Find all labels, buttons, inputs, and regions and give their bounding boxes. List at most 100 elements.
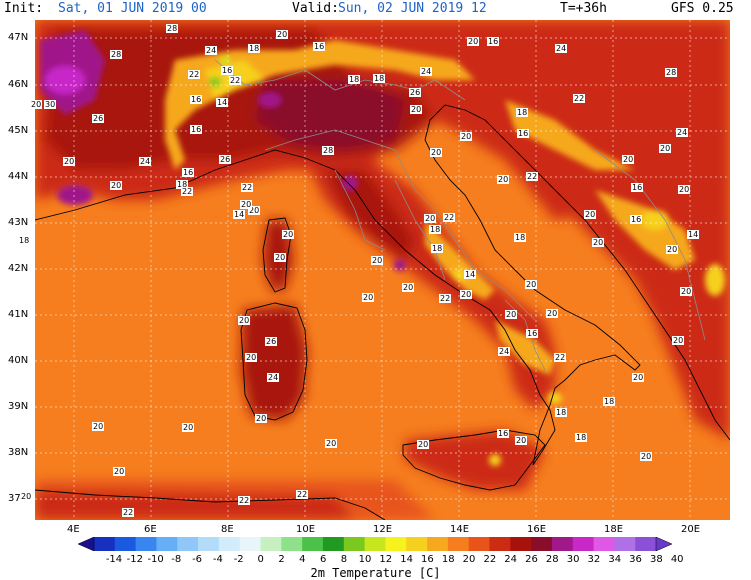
legend-tick-label: 20 bbox=[462, 554, 476, 565]
lon-label-4e: 4E bbox=[67, 524, 80, 535]
legend-tick-label: 38 bbox=[650, 554, 663, 565]
legend-tick-label: -2 bbox=[233, 554, 244, 565]
valid-label: Valid: bbox=[292, 1, 339, 16]
temperature-value-label: 20 bbox=[632, 373, 645, 382]
lat-label-37n: 37N bbox=[8, 493, 29, 504]
legend-min-arrow bbox=[78, 537, 95, 551]
legend-color-cell bbox=[135, 537, 157, 551]
temperature-value-label: 20 bbox=[113, 467, 126, 476]
temperature-value-label: 18 bbox=[516, 108, 529, 117]
temperature-value-label: 20 bbox=[460, 290, 473, 299]
lon-label-18e: 18E bbox=[604, 524, 624, 535]
legend-tick-label: -10 bbox=[147, 554, 164, 565]
temperature-value-label: 18 bbox=[431, 244, 444, 253]
legend-color-cell bbox=[635, 537, 657, 551]
lat-label-40n: 40N bbox=[8, 355, 29, 366]
temperature-value-label: 20 bbox=[110, 181, 123, 190]
temperature-value-label: 20 bbox=[238, 316, 251, 325]
legend-tick-label: -6 bbox=[192, 554, 203, 565]
temperature-value-label: 20 bbox=[410, 105, 423, 114]
legend-color-cell bbox=[385, 537, 407, 551]
temperature-value-label: 22 bbox=[181, 187, 194, 196]
legend-title: 2m Temperature [C] bbox=[310, 566, 441, 580]
temperature-value-label: 24 bbox=[676, 128, 689, 137]
temperature-value-label: 16 bbox=[182, 168, 195, 177]
legend-color-cell bbox=[427, 537, 449, 551]
temperature-value-label: 20 bbox=[515, 436, 528, 445]
temperature-value-label: 20 bbox=[276, 30, 289, 39]
legend-color-cell bbox=[156, 537, 178, 551]
temperature-value-label: 22 bbox=[554, 353, 567, 362]
temperature-value-label: 20 bbox=[666, 245, 679, 254]
temperature-value-label: 22 bbox=[526, 172, 539, 181]
temperature-value-label: 20 bbox=[417, 440, 430, 449]
legend-tick-label: -8 bbox=[171, 554, 182, 565]
header-bar: Init: Sat, 01 JUN 2019 00 Valid: Sun, 02… bbox=[0, 0, 751, 20]
temperature-value-label: 20 bbox=[525, 280, 538, 289]
legend-tick-label: 40 bbox=[670, 554, 684, 565]
temperature-value-label: 14 bbox=[216, 98, 229, 107]
temperature-value-label: 18 bbox=[603, 397, 616, 406]
temperature-value-label: 20 bbox=[505, 310, 518, 319]
legend-color-cell bbox=[218, 537, 241, 551]
lon-label-14e: 14E bbox=[450, 524, 470, 535]
lead-time: T=+36h bbox=[560, 1, 607, 16]
temperature-map bbox=[35, 20, 730, 520]
legend-tick-label: 30 bbox=[566, 554, 580, 565]
lon-label-10e: 10E bbox=[296, 524, 316, 535]
lat-label-38n: 38N bbox=[8, 447, 29, 458]
temperature-value-label: 22 bbox=[238, 496, 251, 505]
legend-tick-label: -4 bbox=[212, 554, 223, 565]
temperature-value-label: 18 bbox=[18, 236, 31, 245]
temperature-value-label: 20 bbox=[371, 256, 384, 265]
temperature-value-label: 16 bbox=[190, 125, 203, 134]
temperature-value-label: 28 bbox=[166, 24, 179, 33]
temperature-value-label: 16 bbox=[487, 37, 500, 46]
temperature-value-label: 20 bbox=[63, 157, 76, 166]
legend-tick-label: 2 bbox=[278, 554, 285, 565]
temperature-highlights bbox=[40, 30, 725, 466]
legend-max-arrow bbox=[655, 537, 672, 551]
temperature-value-label: 16 bbox=[630, 215, 643, 224]
legend-color-cell bbox=[551, 537, 574, 551]
temperature-value-label: 26 bbox=[265, 337, 278, 346]
legend-color-cell bbox=[281, 537, 303, 551]
legend-tick-label: 14 bbox=[400, 554, 413, 565]
legend-color-cell bbox=[239, 537, 262, 551]
temperature-value-label: 20 bbox=[467, 37, 480, 46]
temperature-value-label: 18 bbox=[348, 75, 361, 84]
lat-label-39n: 39N bbox=[8, 401, 29, 412]
legend-tick-label: -12 bbox=[126, 554, 143, 565]
lat-label-42n: 42N bbox=[8, 263, 29, 274]
temperature-value-label: 26 bbox=[219, 155, 232, 164]
legend-color-cell bbox=[198, 537, 220, 551]
temperature-value-label: 18 bbox=[373, 74, 386, 83]
lon-label-20e: 20E bbox=[681, 524, 701, 535]
lon-label-12e: 12E bbox=[373, 524, 393, 535]
legend-colorbar bbox=[78, 537, 672, 551]
temperature-value-label: 16 bbox=[313, 42, 326, 51]
temperature-value-label: 24 bbox=[205, 46, 218, 55]
legend-tick-label: 8 bbox=[340, 554, 348, 565]
legend-tick-label: 32 bbox=[587, 554, 601, 565]
legend-color-cell bbox=[572, 537, 595, 551]
temperature-value-label: 20 bbox=[282, 230, 295, 239]
temperature-value-label: 20 bbox=[240, 200, 253, 209]
legend-tick-label: 34 bbox=[608, 554, 622, 565]
temperature-value-label: 22 bbox=[188, 70, 201, 79]
temperature-value-label: 16 bbox=[631, 183, 644, 192]
legend-color-cell bbox=[614, 537, 636, 551]
temperature-value-label: 24 bbox=[498, 347, 511, 356]
temperature-value-label: 14 bbox=[687, 230, 700, 239]
temperature-value-label: 16 bbox=[497, 429, 510, 438]
temperature-value-label: 24 bbox=[555, 44, 568, 53]
temperature-value-label: 20 bbox=[92, 422, 105, 431]
legend-tick-label: 24 bbox=[504, 554, 518, 565]
legend-tick-label: 6 bbox=[319, 554, 327, 565]
legend-tick-label: 36 bbox=[629, 554, 642, 565]
temperature-value-label: 20 bbox=[274, 253, 287, 262]
temperature-value-label: 18 bbox=[514, 233, 527, 242]
temperature-value-label: 18 bbox=[429, 225, 442, 234]
temperature-value-label: 20 bbox=[460, 132, 473, 141]
temperature-value-label: 30 bbox=[44, 100, 57, 109]
